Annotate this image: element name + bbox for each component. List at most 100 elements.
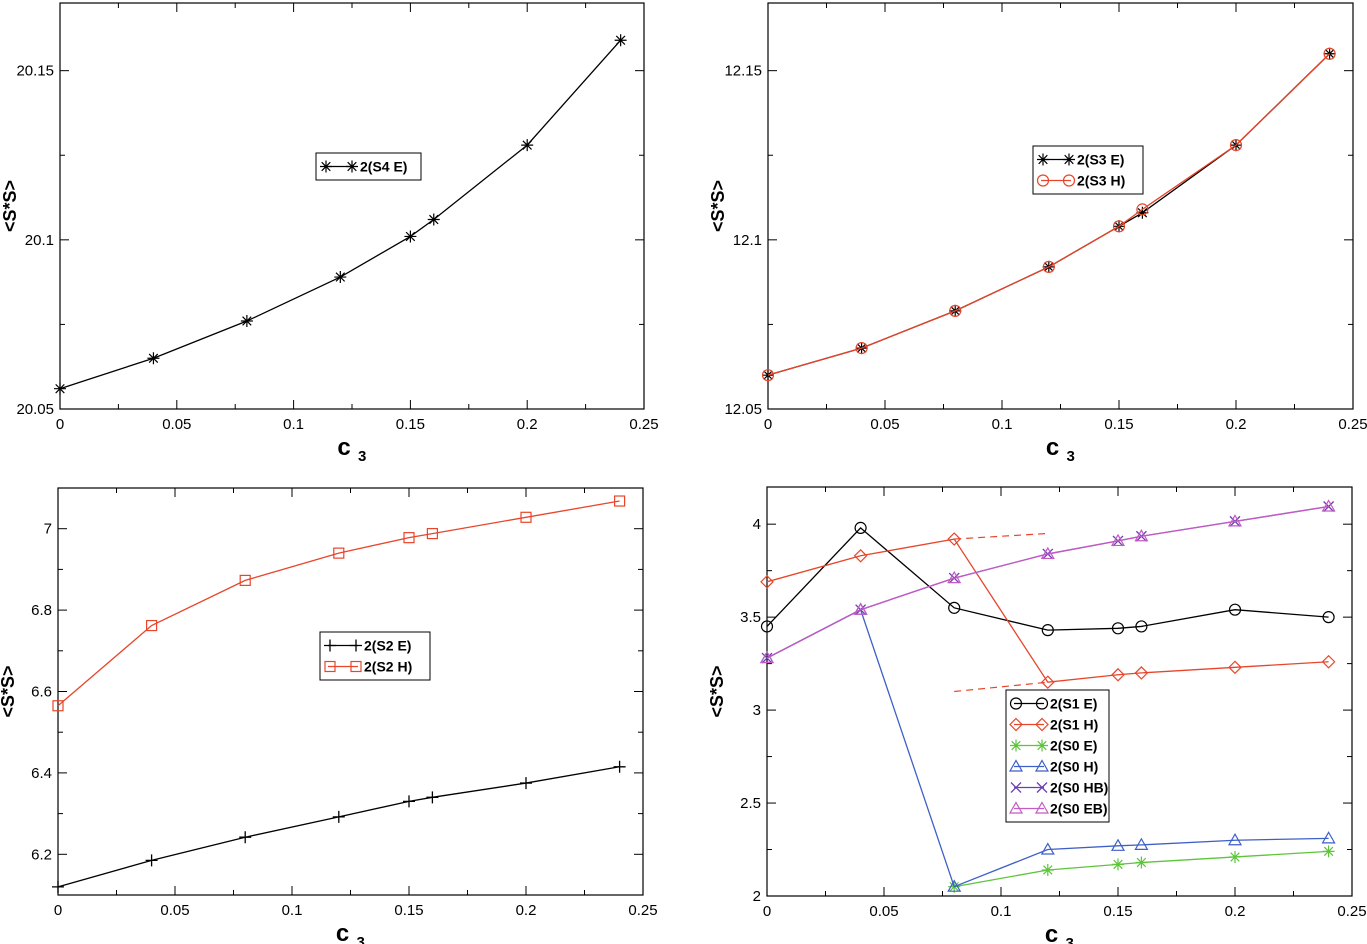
legend-label: 2(S4 E): [360, 159, 407, 175]
data-point: [52, 700, 64, 712]
dashed-guide-line: [954, 532, 1048, 540]
x-tick-label: 0.25: [1338, 416, 1367, 433]
series-line: [57, 766, 620, 888]
legend-marker: [350, 660, 362, 673]
chart-bottom-left: 0 0.05 0.1 0.15 0.2 0.25 6.2 6.4 6.6 6.8 7 c 3 <S*S> 2…: [0, 487, 658, 944]
legend-box: [1005, 689, 1110, 823]
x-tick-label: 0.05: [162, 416, 191, 433]
y-tick-label: 20.1: [25, 232, 54, 249]
data-point: [1041, 863, 1054, 876]
legend-marker: [1008, 759, 1024, 772]
legend-box: [1032, 145, 1144, 195]
y-tick-label: 12.05: [724, 401, 762, 418]
series-line: [766, 608, 1329, 888]
data-point: [947, 570, 962, 584]
legend-label: 2(S2 H): [364, 659, 412, 675]
legend-marker: [1036, 174, 1050, 187]
y-tick-label: 2: [753, 888, 761, 905]
series-line: [57, 500, 620, 707]
x-tick-label: 0.15: [1103, 903, 1132, 920]
x-axis-label: c: [1045, 921, 1058, 944]
series-line: [767, 53, 1331, 376]
y-tick-label: 6.2: [31, 846, 52, 863]
series-2-s3-h-: [761, 47, 1336, 382]
data-point: [947, 532, 962, 546]
data-point: [145, 854, 158, 867]
legend-marker: [1009, 697, 1023, 710]
x-tick-label: 0.15: [394, 902, 423, 919]
data-point: [521, 139, 534, 152]
legend-label: 2(S0 HB): [1050, 780, 1108, 796]
x-tick-label: 0: [763, 903, 771, 920]
data-point: [1229, 850, 1241, 863]
x-tick-label: 0.1: [991, 903, 1012, 920]
data-point: [426, 527, 438, 540]
data-point: [948, 601, 961, 614]
data-point: [1112, 858, 1124, 871]
x-tick-label: 0: [56, 416, 64, 433]
data-point: [761, 369, 775, 382]
data-point: [1110, 838, 1126, 851]
dashed-guide-line: [954, 681, 1048, 693]
data-point: [853, 548, 868, 563]
data-point: [1040, 842, 1055, 855]
x-axis-label-subscript: 3: [358, 448, 366, 465]
series-2-s0-eb-: [759, 499, 1336, 664]
legend-label: 2(S3 E): [1077, 152, 1124, 168]
data-point: [52, 880, 64, 893]
legend-label: 2(S1 H): [1050, 717, 1098, 733]
legend-marker: [1008, 801, 1024, 814]
x-tick-label: 0.1: [992, 416, 1013, 433]
x-tick-label: 0.1: [282, 902, 303, 919]
data-point: [1321, 499, 1336, 512]
data-point: [147, 352, 160, 365]
x-axis-label-subscript: 3: [1067, 448, 1075, 465]
data-point: [1136, 206, 1149, 219]
data-point: [403, 795, 415, 808]
legend-label: 2(S0 E): [1050, 738, 1097, 754]
data-point: [1112, 220, 1126, 233]
y-axis-label: <S*S>: [0, 180, 20, 232]
x-axis-label: c: [337, 434, 350, 461]
data-point: [427, 213, 440, 226]
data-point: [1228, 603, 1242, 616]
data-point: [947, 879, 962, 892]
y-axis-label: <S*S>: [708, 180, 728, 232]
data-point: [1136, 203, 1149, 216]
legend-marker: [1036, 782, 1048, 793]
y-tick-label: 12.15: [724, 63, 762, 80]
y-tick-label: 2.5: [740, 795, 761, 812]
data-point: [1229, 139, 1243, 152]
data-point: [1041, 624, 1054, 637]
legend-marker: [1010, 782, 1022, 793]
y-axis-label: <S*S>: [0, 665, 18, 717]
series-line: [954, 850, 1329, 888]
series-2-s1-h-: [760, 532, 1336, 690]
legend-marker: [1063, 153, 1075, 166]
chart-top-right: 0 0.05 0.1 0.15 0.2 0.25 12.05 12.1 12.15 c 3 <S*S>…: [708, 2, 1367, 465]
data-point: [1135, 620, 1148, 633]
x-tick-label: 0.2: [516, 902, 537, 919]
x-tick-label: 0.15: [396, 416, 425, 433]
series-2-s0-e-: [948, 845, 1335, 893]
y-axis-label: <S*S>: [707, 665, 727, 717]
series-2-s4-e-: [54, 34, 627, 395]
legend-marker: [350, 639, 362, 652]
y-tick-label: 12.1: [733, 232, 762, 249]
data-point: [1323, 47, 1336, 60]
y-tick-label: 4: [753, 516, 761, 533]
data-point: [1321, 654, 1336, 669]
legend-marker: [324, 660, 336, 673]
data-point: [1134, 666, 1149, 680]
plot-frame: [59, 2, 645, 410]
data-point: [520, 777, 532, 790]
legend-marker: [1035, 717, 1049, 732]
x-tick-label: 0.2: [517, 416, 538, 433]
data-point: [614, 34, 627, 47]
plot-frame: [57, 487, 644, 896]
data-point: [760, 574, 774, 589]
y-tick-label: 20.05: [16, 401, 54, 418]
x-tick-label: 0.15: [1104, 416, 1133, 433]
data-point: [1227, 514, 1243, 527]
data-point: [1135, 856, 1148, 869]
